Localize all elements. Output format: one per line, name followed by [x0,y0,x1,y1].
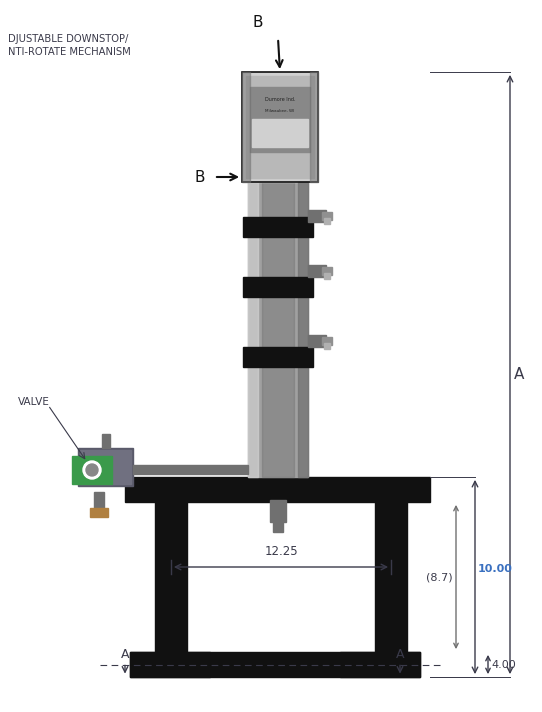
Bar [130,652,210,677]
Bar [242,72,318,182]
Bar [90,508,108,517]
Bar [243,347,313,367]
Text: Dumore Ind.: Dumore Ind. [264,97,295,102]
Text: 4.00: 4.00 [491,659,516,669]
Bar [273,520,283,532]
Bar [262,182,294,477]
Bar [322,212,332,220]
Bar [243,217,313,237]
Text: A: A [514,367,524,382]
Bar [242,72,318,182]
Bar [94,492,104,510]
Text: 12.25: 12.25 [264,545,298,558]
Bar [322,337,332,345]
Bar [80,450,131,484]
Bar [246,76,314,178]
Bar [308,335,326,347]
Bar [298,182,308,477]
Bar [248,182,308,477]
Circle shape [83,461,101,479]
Bar [340,652,420,677]
Text: DJUSTABLE DOWNSTOP/: DJUSTABLE DOWNSTOP/ [8,34,128,44]
Text: B: B [253,15,263,30]
Bar [72,456,112,484]
Bar [270,500,286,522]
Text: NTI-ROTATE MECHANISM: NTI-ROTATE MECHANISM [8,47,131,57]
Bar [243,277,313,297]
Text: A: A [396,647,404,661]
Bar [252,119,308,147]
Text: B: B [195,169,205,184]
Bar [310,72,318,182]
Circle shape [86,464,98,476]
Bar [78,448,133,486]
Text: 10.00: 10.00 [478,564,513,574]
Bar [375,502,407,652]
Text: Milwaukee, WI: Milwaukee, WI [266,108,295,112]
Bar [248,182,258,477]
Bar [250,87,310,152]
Bar [308,265,326,277]
Bar [130,652,420,677]
Bar [322,267,332,275]
Bar [324,218,330,224]
Bar [133,465,248,474]
Bar [125,477,430,502]
Bar [102,434,110,448]
Text: VALVE: VALVE [18,397,50,407]
Bar [324,343,330,349]
Bar [155,502,187,652]
Text: A: A [121,647,129,661]
Bar [242,72,250,182]
Text: (8.7): (8.7) [427,572,453,582]
Bar [324,273,330,279]
Bar [308,210,326,222]
